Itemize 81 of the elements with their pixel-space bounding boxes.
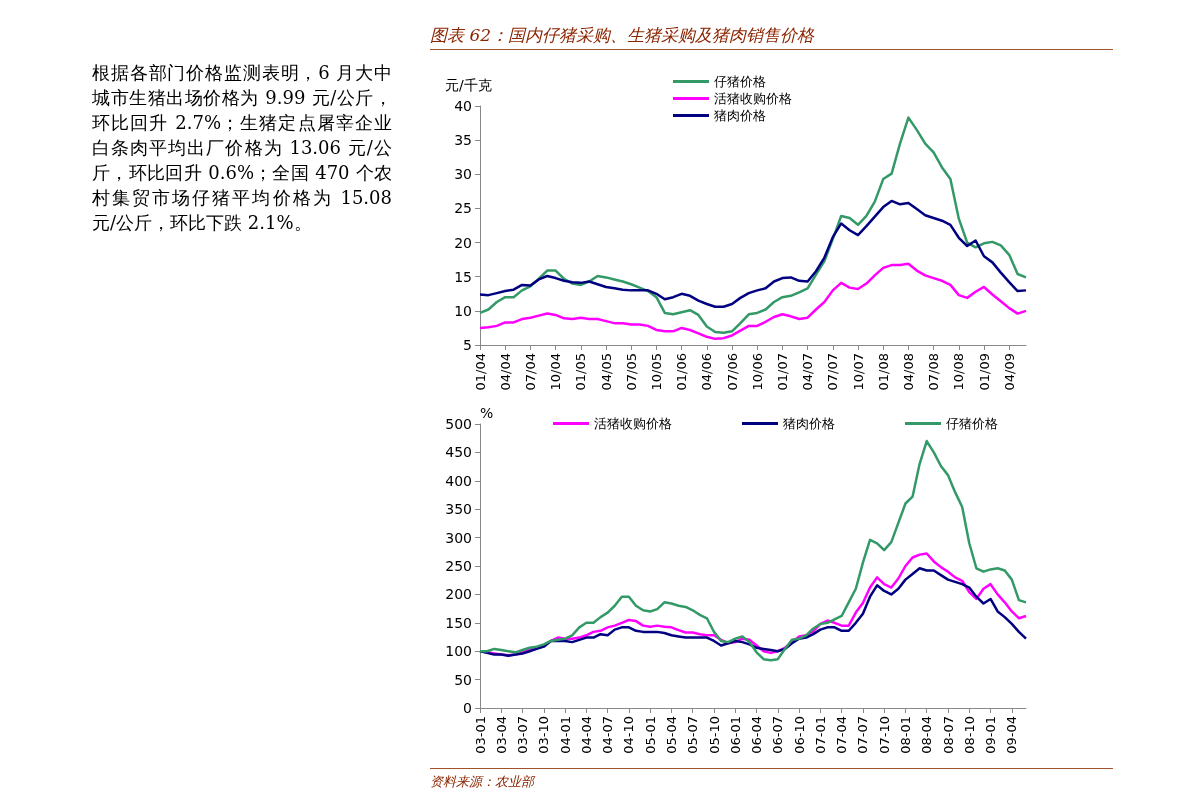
x-tick-label: 01/05: [573, 353, 589, 391]
chart-title: 图表 62：国内仔猪采购、生猪采购及猪肉销售价格: [430, 24, 1113, 50]
x-tick-label: 10/08: [951, 353, 967, 391]
x-tick-label: 06-07: [770, 716, 786, 754]
y-tick-label: 40: [454, 98, 472, 114]
y-tick-label: 150: [445, 614, 472, 631]
x-tick-label: 08-10: [961, 716, 977, 754]
x-tick-label: 07-10: [876, 716, 892, 754]
y-tick-label: 35: [454, 132, 472, 149]
x-tick-label: 07-07: [855, 716, 871, 754]
x-tick-label: 08-04: [919, 716, 935, 754]
x-tick-label: 03-04: [493, 716, 509, 754]
y-tick-label: 25: [454, 200, 472, 217]
x-tick-label: 07/08: [926, 353, 942, 391]
y-tick-label: 15: [454, 268, 472, 285]
x-tick-label: 03-10: [536, 716, 552, 754]
x-tick-label: 01/06: [674, 353, 690, 391]
legend-label: 猪肉价格: [783, 416, 835, 431]
x-tick-label: 03-07: [515, 716, 531, 754]
x-tick-label: 07-01: [812, 716, 828, 754]
y-tick-label: 0: [463, 700, 472, 716]
x-tick-label: 01/08: [875, 353, 891, 391]
x-tick-label: 06-10: [791, 716, 807, 754]
y-tick-label: 500: [445, 416, 472, 432]
x-tick-label: 07/05: [623, 353, 639, 391]
x-tick-label: 04/05: [598, 353, 614, 391]
legend-label: 仔猪价格: [946, 416, 998, 431]
x-tick-label: 04/09: [1001, 353, 1017, 391]
x-tick-label: 01/04: [472, 353, 488, 391]
y-tick-label: 100: [445, 643, 472, 660]
x-tick-label: 07/07: [825, 353, 841, 391]
x-tick-label: 04/07: [800, 353, 816, 391]
y-tick-label: 5: [463, 337, 472, 353]
y-tick-label: 300: [445, 529, 472, 546]
y-axis-title: %: [480, 405, 494, 421]
x-tick-label: 01/09: [976, 353, 992, 391]
x-tick-label: 07/06: [724, 353, 740, 391]
legend-label: 活猪收购价格: [714, 91, 792, 106]
x-tick-label: 07/04: [522, 353, 538, 391]
legend-label: 活猪收购价格: [594, 416, 672, 431]
line-series: [478, 199, 1028, 309]
y-tick-label: 450: [445, 444, 472, 461]
y-axis-title: 元/千克: [445, 77, 492, 93]
y-tick-label: 30: [454, 166, 472, 183]
text: 资料来源：农业部: [430, 774, 534, 789]
y-tick-label: 350: [445, 501, 472, 518]
x-tick-label: 06-04: [749, 716, 765, 754]
x-tick-label: 04-07: [600, 716, 616, 754]
x-tick-label: 10/05: [648, 353, 664, 391]
text: 根据各部门价格监测表明，6 月大中城市生猪出场价格为 9.99 元/公斤，环比回升 2.7%；生猪定点屠宰企业白条肉平均出厂价格为 13.06 元/公斤，环比回升 0.6%；全国 470 个农村集贸市场仔猪平均价格为 15.08 元/公斤，环比下跌 2.1%。: [92, 61, 392, 235]
x-tick-label: 05-07: [685, 716, 701, 754]
legend-label: 猪肉价格: [714, 108, 766, 123]
x-tick-label: 03-01: [472, 716, 488, 754]
line-series: [478, 439, 1028, 662]
x-tick-label: 01/07: [774, 353, 790, 391]
y-tick-label: 250: [445, 558, 472, 574]
line-series: [478, 262, 1028, 341]
x-tick-label: 06-01: [727, 716, 743, 754]
y-tick-label: 200: [445, 586, 472, 603]
x-tick-label: 07-04: [834, 716, 850, 754]
x-tick-label: 09-04: [1004, 716, 1020, 754]
y-tick-label: 20: [454, 234, 472, 251]
y-tick-label: 50: [454, 671, 472, 688]
legend-label: 仔猪价格: [714, 74, 766, 89]
x-tick-label: 05-04: [663, 716, 679, 754]
x-tick-label: 04/08: [900, 353, 916, 391]
y-tick-label: 400: [445, 472, 472, 489]
x-tick-label: 04-01: [557, 716, 573, 754]
x-tick-label: 10/04: [548, 353, 564, 391]
x-tick-label: 08-01: [897, 716, 913, 754]
x-tick-label: 05-01: [642, 716, 658, 754]
x-tick-label: 10/06: [749, 353, 765, 391]
x-tick-label: 04/04: [497, 353, 513, 391]
x-tick-label: 04-10: [621, 716, 637, 754]
y-tick-label: 10: [454, 302, 472, 319]
x-tick-label: 08-07: [940, 716, 956, 754]
x-tick-label: 05-10: [706, 716, 722, 754]
x-tick-label: 09-01: [983, 716, 999, 754]
x-tick-label: 10/07: [850, 353, 866, 391]
x-tick-label: 04/06: [699, 353, 715, 391]
x-tick-label: 04-04: [578, 716, 594, 754]
